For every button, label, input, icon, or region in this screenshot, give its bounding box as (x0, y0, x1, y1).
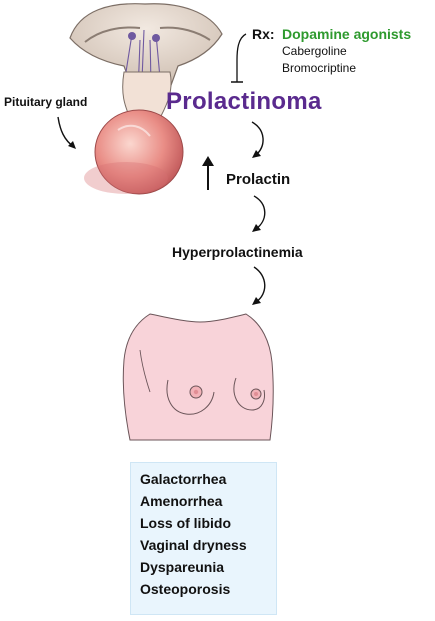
symptom-item: Loss of libido (140, 515, 231, 531)
drug-cabergoline: Cabergoline (282, 44, 347, 58)
symptom-list: Galactorrhea Amenorrhea Loss of libido V… (130, 462, 277, 615)
drug-bromocriptine: Bromocriptine (282, 61, 357, 75)
symptom-item: Dyspareunia (140, 559, 225, 575)
curved-arrow-icon (253, 266, 266, 303)
symptom-item: Vaginal dryness (140, 537, 247, 553)
disease-title: Prolactinoma (166, 88, 322, 115)
rx-prefix: Rx: (252, 26, 275, 42)
rx-treatment-title: Dopamine agonists (282, 26, 412, 42)
symptom-item: Osteoporosis (140, 581, 231, 597)
hyperprolactinemia-label: Hyperprolactinemia (172, 244, 303, 260)
increase-arrow-icon (202, 156, 214, 190)
torso-illustration (122, 313, 274, 441)
inhibition-arrow-icon (236, 33, 247, 82)
symptom-item: Amenorrhea (140, 493, 223, 509)
curved-arrow-icon (251, 121, 264, 156)
pituitary-illustration (69, 3, 223, 195)
pituitary-gland-label: Pituitary gland (4, 95, 88, 109)
curved-arrow-icon (253, 195, 266, 230)
symptom-item: Galactorrhea (140, 471, 227, 487)
prolactin-label: Prolactin (226, 171, 291, 188)
